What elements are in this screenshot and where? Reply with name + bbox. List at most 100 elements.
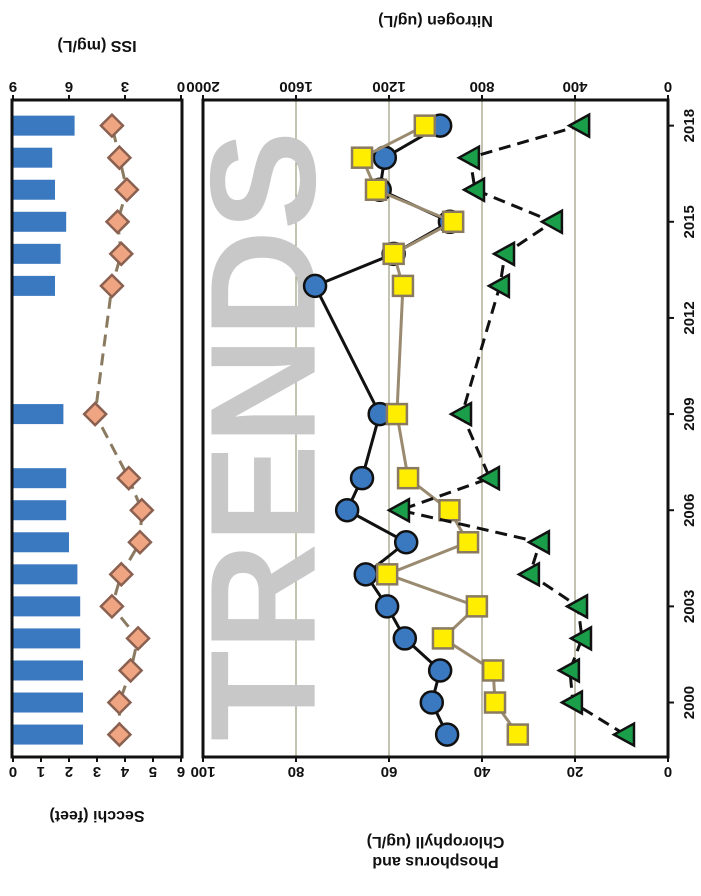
y2-tick-label: 3 [121,78,129,95]
bar [13,468,67,489]
marker [419,690,445,715]
marker [448,400,473,428]
marker [431,627,455,650]
x-tick-label: 2012 [681,301,698,334]
bar [13,724,83,745]
bar [13,404,64,425]
x-tick-label: 2003 [681,590,698,623]
x-tick-label: 2000 [681,686,698,719]
marker [566,112,591,139]
plot-frame [10,98,184,759]
marker [564,593,589,620]
x-tick-label: 2018 [681,109,698,142]
marker [386,497,411,524]
y-tick-label: 0 [9,763,17,780]
y-tick-label: 3 [93,763,101,780]
marker [127,529,153,556]
marker [491,240,516,267]
bar [13,115,75,136]
bar [13,660,83,681]
marker [125,625,151,652]
y-tick-label: 0 [664,763,672,780]
marker [106,689,133,716]
marker [559,689,584,716]
marker [364,178,388,201]
marker [375,563,399,586]
x-tick-label: 2006 [681,494,698,527]
y2-tick-label: 6 [65,78,73,95]
bar [13,628,81,649]
y-tick-label: 60 [381,763,398,780]
marker [114,176,140,203]
marker [441,210,465,234]
y2-tick-label: 400 [562,78,587,95]
marker [396,466,420,490]
y2-tick-label: 0 [664,78,672,95]
y2-tick-label: 1200 [372,78,405,95]
bar [13,211,67,232]
y-tick-label: 100 [190,763,215,780]
y-axis-label: Phosphorus and [372,853,498,870]
marker [539,208,564,235]
marker [350,146,374,169]
bar [13,500,67,521]
marker [108,561,135,588]
series-line [394,124,626,736]
marker [106,144,133,171]
bar [13,692,83,713]
marker [434,722,460,747]
bar [13,243,61,264]
y-tick-label: 40 [474,763,491,780]
y-axis-label: Chlorophyll (ug/L) [367,833,505,850]
marker [526,529,551,556]
marker [486,272,511,299]
marker [456,531,480,554]
y-tick-label: 4 [120,763,129,780]
bar [13,532,69,553]
marker [104,209,131,235]
marker [302,273,328,299]
y2-tick-label: 2000 [186,78,219,95]
marker [427,658,453,683]
marker [611,721,636,748]
marker [374,594,400,619]
x-tick-label: 2015 [681,205,698,238]
marker [334,497,360,523]
marker [516,561,541,588]
marker [99,273,125,299]
bar [13,564,78,585]
y2-tick-label: 800 [469,78,494,95]
watermark: TRENDS [179,131,347,741]
marker [106,721,133,748]
marker [481,659,505,682]
marker [438,498,461,522]
marker [506,723,530,746]
series-line [360,124,520,736]
y-tick-label: 1 [37,763,45,780]
marker [115,465,142,491]
marker [413,114,437,137]
marker [556,657,581,684]
marker [99,593,125,620]
marker [108,241,135,267]
y-tick-label: 2 [65,763,73,780]
marker [393,530,419,555]
marker [382,242,405,266]
marker [465,595,489,618]
marker [476,465,501,492]
marker [483,691,507,714]
series-line [93,125,144,735]
marker [117,657,144,684]
bar [13,179,55,200]
marker [82,401,108,427]
marker [456,144,481,171]
marker [129,497,155,523]
plot-frame [201,98,670,759]
y-tick-label: 80 [288,763,305,780]
bar [13,147,53,168]
bar [13,275,55,296]
marker [391,274,415,298]
